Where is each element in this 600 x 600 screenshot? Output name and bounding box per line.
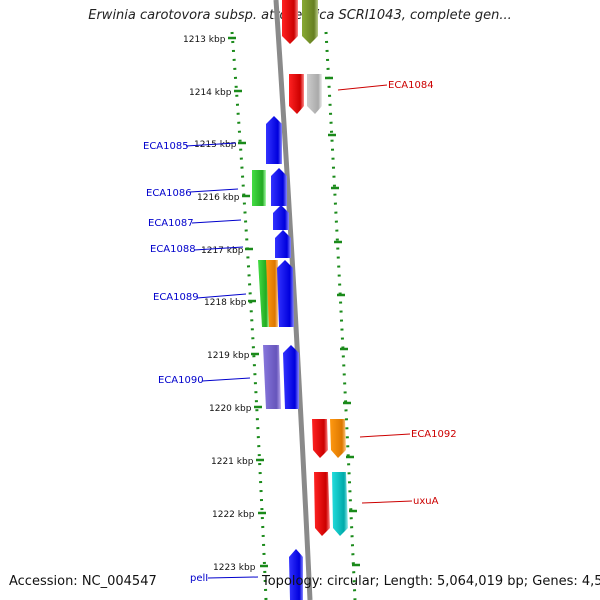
gene-label[interactable]: ECA1088 bbox=[150, 244, 196, 255]
gene-green-feature[interactable] bbox=[252, 170, 266, 206]
genome-backbone bbox=[273, 0, 313, 600]
tick-label: 1219 kbp bbox=[207, 351, 250, 361]
gene-blue-feature[interactable] bbox=[273, 205, 289, 230]
leader-line bbox=[193, 246, 244, 251]
leader-line bbox=[185, 142, 237, 147]
gene-label[interactable]: ECA1084 bbox=[388, 80, 434, 91]
gene-green-feature[interactable] bbox=[258, 260, 269, 327]
gene-cyan-feature[interactable] bbox=[332, 472, 348, 536]
gene-label[interactable]: uxuA bbox=[413, 496, 439, 507]
tick-label: 1218 kbp bbox=[204, 298, 247, 308]
gene-gray-feature[interactable] bbox=[307, 74, 322, 114]
page-title: Erwinia carotovora subsp. atroseptica SC… bbox=[88, 8, 512, 23]
leader-line bbox=[207, 576, 259, 579]
topology-text: Topology: circular; Length: 5,064,019 bp… bbox=[262, 574, 600, 589]
leader-line bbox=[201, 377, 251, 382]
gene-blue-feature[interactable] bbox=[283, 345, 299, 409]
gene-orange-feature[interactable] bbox=[266, 260, 278, 327]
tick-label: 1213 kbp bbox=[183, 35, 226, 45]
tick-label: 1220 kbp bbox=[209, 404, 252, 414]
gene-orange-feature[interactable] bbox=[330, 419, 346, 458]
gene-blue-feature[interactable] bbox=[275, 230, 291, 258]
gene-blue-feature[interactable] bbox=[277, 260, 294, 327]
accession-text: Accession: NC_004547 bbox=[9, 574, 157, 589]
tick-label: 1222 kbp bbox=[212, 510, 255, 520]
tick-label: 1217 kbp bbox=[201, 246, 244, 256]
gene-label[interactable]: ECA1085 bbox=[143, 141, 189, 152]
leader-line bbox=[361, 500, 413, 504]
leader-line bbox=[196, 293, 247, 299]
gene-label[interactable]: ECA1086 bbox=[146, 188, 192, 199]
leader-line bbox=[189, 188, 239, 193]
leader-line bbox=[191, 219, 242, 224]
tick-label: 1216 kbp bbox=[197, 193, 240, 203]
gene-group-left bbox=[252, 116, 303, 600]
tick-label: 1215 kbp bbox=[194, 140, 237, 150]
gene-red-feature[interactable] bbox=[289, 74, 304, 114]
gene-group-right bbox=[312, 419, 348, 536]
gene-label[interactable]: pelI bbox=[190, 573, 208, 584]
gene-blue-feature[interactable] bbox=[271, 168, 287, 206]
gene-red-feature[interactable] bbox=[312, 419, 328, 458]
tick-label: 1214 kbp bbox=[189, 88, 232, 98]
gene-blue-feature[interactable] bbox=[266, 116, 282, 164]
gene-label[interactable]: ECA1089 bbox=[153, 292, 199, 303]
gene-label[interactable]: ECA1092 bbox=[411, 429, 457, 440]
gene-blue-feature[interactable] bbox=[289, 549, 303, 600]
tick-label: 1221 kbp bbox=[211, 457, 254, 467]
leader-line bbox=[359, 433, 411, 438]
gene-label[interactable]: ECA1087 bbox=[148, 218, 194, 229]
gene-olive-feature[interactable] bbox=[302, 0, 318, 44]
tick-label: 1223 kbp bbox=[213, 563, 256, 573]
gene-red-feature[interactable] bbox=[314, 472, 330, 536]
gene-purple-feature[interactable] bbox=[263, 345, 281, 409]
gene-red-feature[interactable] bbox=[282, 0, 298, 44]
leader-line bbox=[337, 84, 388, 91]
gene-label[interactable]: ECA1090 bbox=[158, 375, 204, 386]
gene-group-top bbox=[282, 0, 322, 114]
